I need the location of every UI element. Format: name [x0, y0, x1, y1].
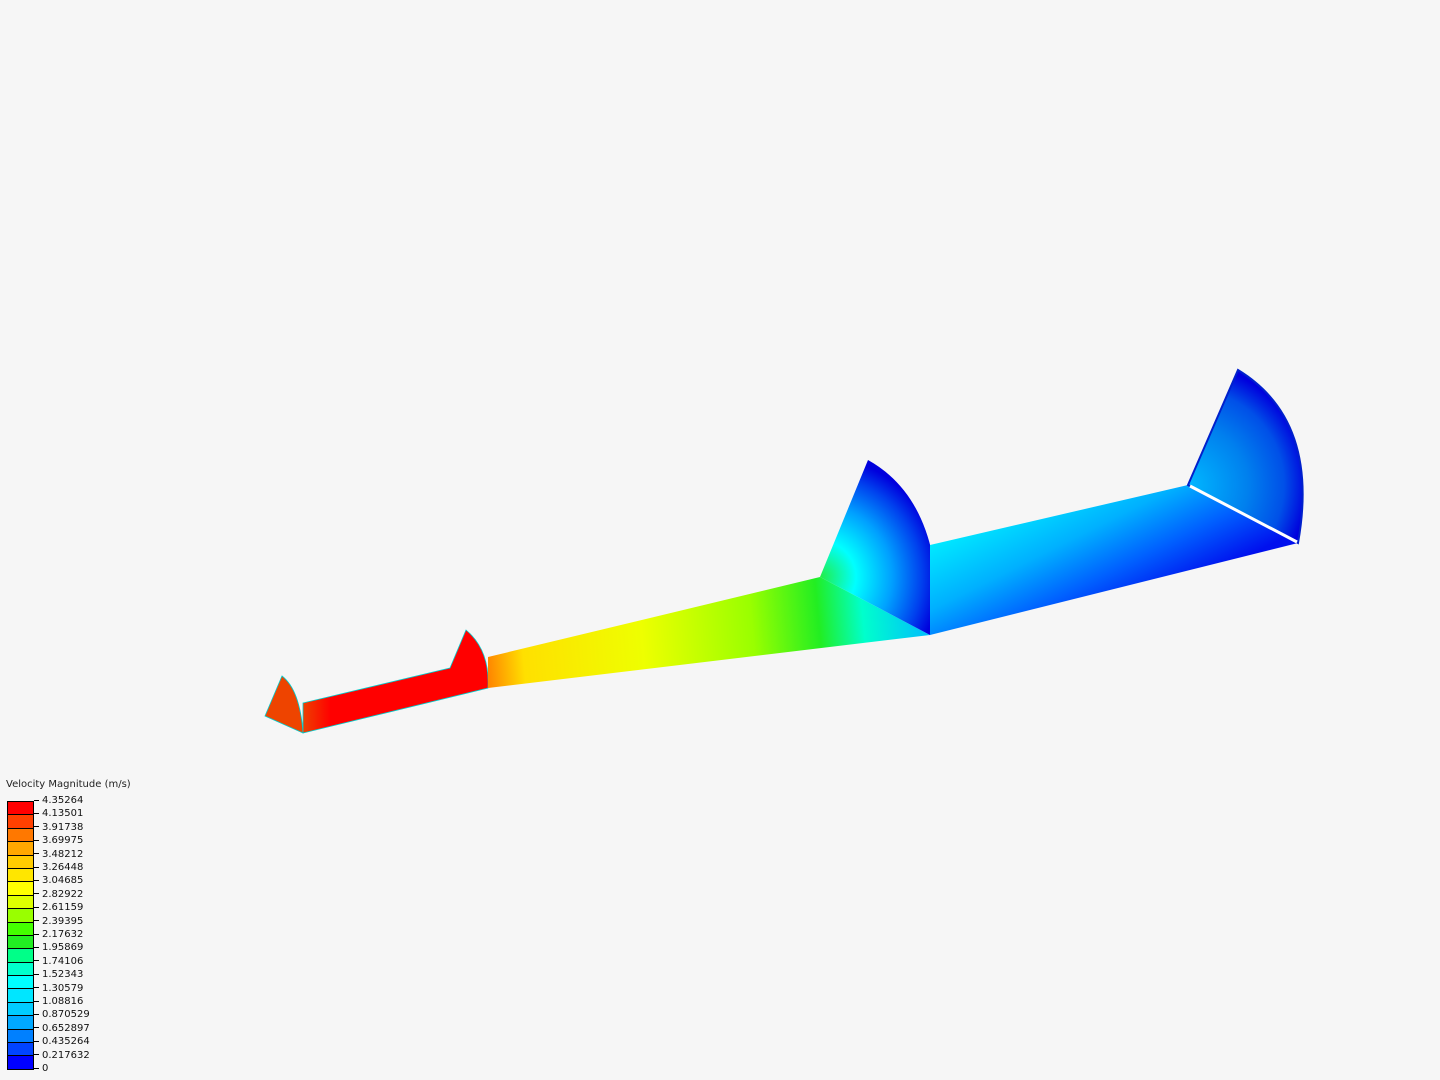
legend-band — [8, 815, 33, 829]
legend-band — [8, 935, 33, 950]
legend-label: 2.39395 — [34, 916, 83, 927]
legend-label: 2.82922 — [34, 889, 83, 900]
legend-label: 3.04685 — [34, 876, 83, 886]
legend-label: 3.48212 — [34, 849, 83, 860]
legend-label: 1.74106 — [34, 956, 83, 967]
legend-label: 3.91738 — [34, 822, 83, 833]
legend-label: 0.435264 — [34, 1037, 90, 1047]
legend-label: 1.30579 — [34, 983, 83, 994]
legend-band — [8, 895, 33, 910]
legend-band — [8, 976, 33, 990]
legend-label: 0 — [34, 1064, 48, 1074]
legend-band — [8, 962, 33, 977]
legend-band — [8, 909, 33, 923]
legend-band — [8, 1043, 33, 1057]
inlet-face — [264, 675, 304, 734]
legend-label: 4.35264 — [34, 796, 83, 806]
legend-label: 1.08816 — [34, 997, 83, 1007]
color-legend: Velocity Magnitude (m/s) 4.35264 4.13501 3… — [6, 779, 131, 1074]
legend-color-bar — [7, 801, 34, 1070]
legend-label: 1.52343 — [34, 970, 83, 980]
legend-band — [8, 855, 33, 869]
legend-band — [8, 802, 33, 816]
legend-label: 3.26448 — [34, 863, 83, 873]
outlet-edge — [1189, 484, 1298, 544]
legend-band — [8, 1002, 33, 1017]
legend-band — [8, 989, 33, 1003]
legend-label: 0.870529 — [34, 1010, 90, 1020]
legend-label: 0.652897 — [34, 1023, 90, 1034]
legend-band — [8, 882, 33, 896]
legend-band — [8, 842, 33, 856]
legend-band — [8, 1016, 33, 1030]
legend-band — [8, 868, 33, 883]
legend-label: 2.17632 — [34, 930, 83, 940]
legend-band — [8, 949, 33, 963]
legend-label: 2.61159 — [34, 903, 83, 913]
legend-label: 4.13501 — [34, 809, 83, 819]
legend-label: 1.95869 — [34, 943, 83, 953]
legend-label: 3.69975 — [34, 836, 83, 846]
legend-band — [8, 828, 33, 843]
legend-label: 0.217632 — [34, 1050, 90, 1061]
diffuser-section — [488, 577, 930, 688]
inlet-pipe-section — [302, 629, 489, 734]
legend-band — [8, 1029, 33, 1044]
outlet-section — [930, 485, 1298, 635]
mid-quarter-face — [820, 460, 939, 635]
legend-title: Velocity Magnitude (m/s) — [6, 779, 131, 790]
legend-band — [8, 922, 33, 936]
legend-band — [8, 1056, 33, 1069]
